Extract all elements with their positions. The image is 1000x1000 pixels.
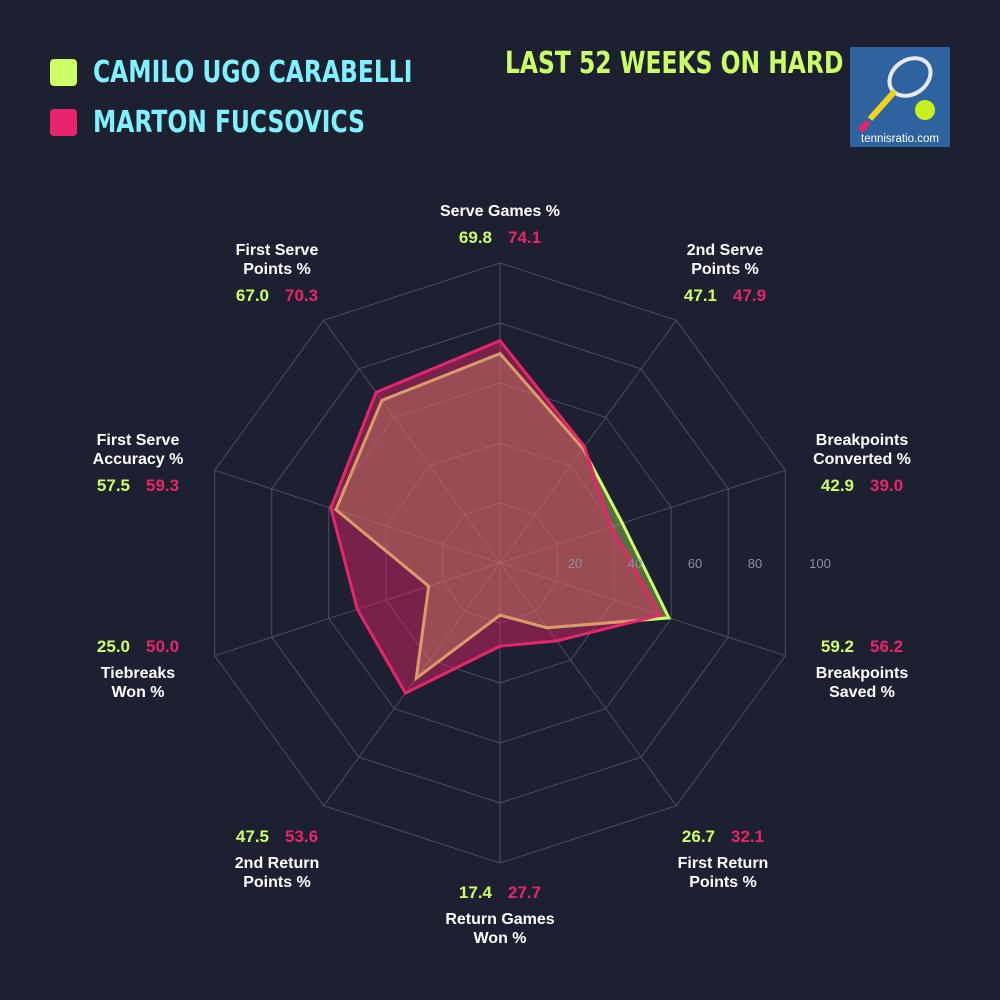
category-title: 2nd Return Points % (234, 855, 320, 891)
data-label-1: 59.2 (820, 637, 854, 656)
category-values: 69.8 74.1 (400, 228, 600, 248)
data-label-2: 70.3 (285, 286, 319, 305)
series-polygon-2 (329, 338, 663, 696)
category-label: Breakpoints Converted % 42.9 39.0 (762, 431, 962, 503)
category-values: 67.0 70.3 (177, 286, 377, 306)
category-title: Serve Games % (439, 203, 561, 220)
data-label-2: 59.3 (146, 476, 180, 495)
legend-swatch-green (50, 58, 77, 86)
category-label: 25.0 50.0 Tiebreaks Won % (38, 637, 238, 702)
data-label-1: 17.4 (458, 883, 492, 902)
category-label: First Serve Points % 67.0 70.3 (177, 241, 377, 313)
tennis-racket-ball-icon (850, 47, 950, 147)
grid-spoke (499, 562, 786, 657)
tick-label: 80 (748, 556, 762, 571)
category-values: 47.1 47.9 (625, 286, 825, 306)
category-title: 2nd Serve Points % (686, 242, 764, 278)
grid-spoke (499, 320, 677, 564)
category-title: First Serve Accuracy % (92, 432, 184, 468)
category-values: 17.4 27.7 (400, 883, 600, 903)
data-label-2: 74.1 (508, 228, 542, 247)
category-label: 59.2 56.2 Breakpoints Saved % (762, 637, 962, 702)
legend-label: CAMILO UGO CARABELLI (93, 54, 413, 90)
category-title: Breakpoints Saved % (815, 665, 909, 701)
grid-spoke (214, 469, 501, 564)
legend-item-player1: CAMILO UGO CARABELLI (50, 44, 502, 100)
category-values: 42.9 39.0 (762, 476, 962, 496)
category-label: 47.5 53.6 2nd Return Points % (177, 827, 377, 892)
tick-label: 40 (628, 556, 642, 571)
data-label-1: 47.5 (235, 827, 269, 846)
logo-text: tennisratio.com (861, 133, 939, 145)
data-label-2: 32.1 (731, 827, 765, 846)
category-values: 25.0 50.0 (38, 637, 238, 657)
legend-label: MARTON FUCSOVICS (93, 104, 365, 140)
series-polygon-1 (334, 351, 672, 682)
category-label: Serve Games % 69.8 74.1 (400, 202, 600, 255)
grid-spoke (499, 469, 786, 564)
chart-title: LAST 52 WEEKS ON HARD (505, 46, 844, 81)
category-values: 47.5 53.6 (177, 827, 377, 847)
category-label: 2nd Serve Points % 47.1 47.9 (625, 241, 825, 313)
data-label-2: 53.6 (285, 827, 319, 846)
legend: CAMILO UGO CARABELLI MARTON FUCSOVICS (50, 50, 502, 150)
category-title: Return Games Won % (445, 911, 555, 947)
category-label: First Serve Accuracy % 57.5 59.3 (38, 431, 238, 503)
data-label-1: 42.9 (820, 476, 854, 495)
data-label-1: 47.1 (683, 286, 717, 305)
category-title: Breakpoints Converted % (813, 432, 911, 468)
data-label-1: 69.8 (458, 228, 492, 247)
data-label-2: 56.2 (870, 637, 904, 656)
category-title: First Serve Points % (235, 242, 319, 278)
grid-spoke (323, 320, 501, 564)
data-label-2: 39.0 (870, 476, 904, 495)
legend-swatch-pink (50, 108, 77, 136)
logo: tennisratio.com (850, 47, 950, 147)
data-label-1: 57.5 (96, 476, 130, 495)
category-values: 26.7 32.1 (623, 827, 823, 847)
tick-label: 100 (809, 556, 831, 571)
category-values: 57.5 59.3 (38, 476, 238, 496)
data-label-2: 27.7 (508, 883, 542, 902)
grid-spoke (499, 562, 677, 806)
category-label: 26.7 32.1 First Return Points % (623, 827, 823, 892)
tick-label: 20 (568, 556, 582, 571)
data-label-1: 26.7 (681, 827, 715, 846)
tick-label: 60 (688, 556, 702, 571)
data-label-1: 67.0 (235, 286, 269, 305)
data-label-1: 25.0 (96, 637, 130, 656)
legend-item-player2: MARTON FUCSOVICS (50, 94, 502, 150)
category-label: 17.4 27.7 Return Games Won % (400, 883, 600, 948)
category-title: Tiebreaks Won % (100, 665, 176, 701)
data-label-2: 50.0 (146, 637, 180, 656)
data-label-2: 47.9 (733, 286, 767, 305)
category-values: 59.2 56.2 (762, 637, 962, 657)
category-title: First Return Points % (677, 855, 769, 891)
grid-spoke (323, 562, 501, 806)
